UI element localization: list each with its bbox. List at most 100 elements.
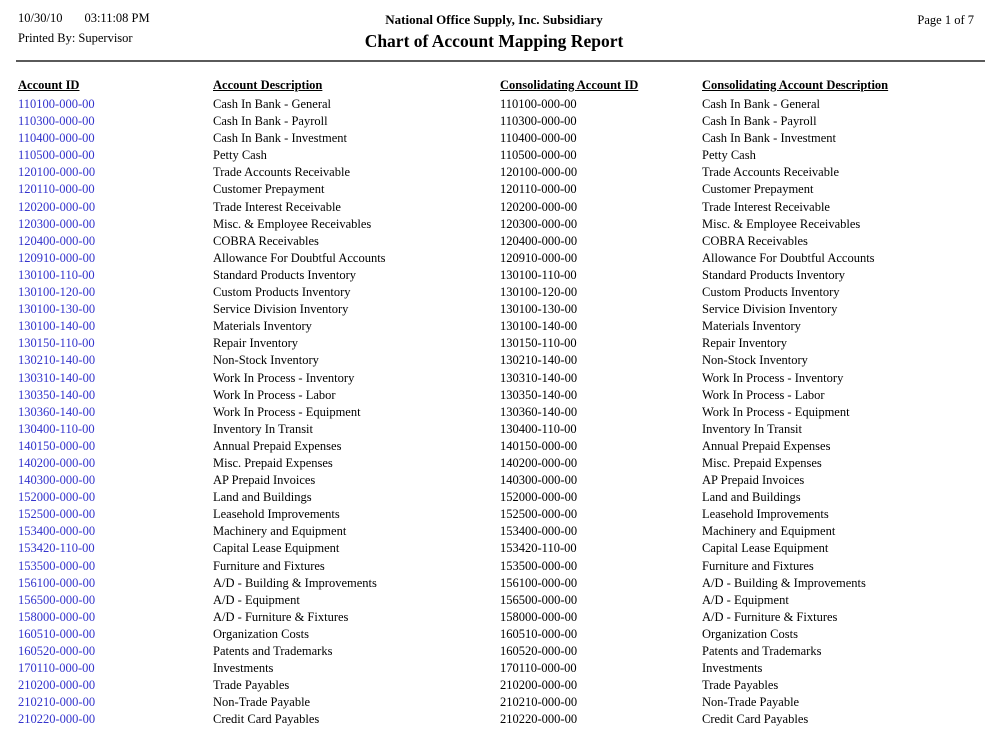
account-description-cell: Work In Process - Inventory: [213, 370, 355, 385]
consolidating-account-description-cell: Work In Process - Labor: [702, 387, 825, 402]
account-id-cell[interactable]: 110300-000-00: [18, 114, 95, 129]
consolidating-account-description-cell: Trade Accounts Receivable: [702, 165, 839, 180]
account-id-cell[interactable]: 156100-000-00: [18, 575, 96, 590]
consolidating-account-description-cell: Petty Cash: [702, 148, 756, 163]
table-row: 130210-140-00 Non-Stock Inventory 130210-1…: [18, 352, 970, 369]
account-description-cell: Allowance For Doubtful Accounts: [213, 250, 386, 265]
account-id-cell[interactable]: 120400-000-00: [18, 233, 96, 248]
account-description-cell: Investments: [213, 661, 274, 676]
account-id-cell[interactable]: 153420-110-00: [18, 541, 95, 556]
consolidating-account-description-cell: Customer Prepayment: [702, 182, 814, 197]
account-id-cell[interactable]: 120910-000-00: [18, 250, 96, 265]
table-body: 110100-000-00 Cash In Bank - General 11010…: [18, 96, 970, 728]
consolidating-account-id-cell: 110500-000-00: [500, 148, 577, 163]
table-row: 153420-110-00 Capital Lease Equipment 1534…: [18, 540, 970, 557]
consolidating-account-id-cell: 130310-140-00: [500, 370, 578, 385]
consolidating-account-id-cell: 130360-140-00: [500, 404, 578, 419]
header-divider: [16, 60, 985, 62]
consolidating-account-description-cell: Misc. Prepaid Expenses: [702, 455, 822, 470]
account-description-cell: Trade Payables: [213, 678, 290, 693]
consolidating-account-description-cell: Credit Card Payables: [702, 712, 809, 727]
table-row: 152500-000-00 Leasehold Improvements 15250…: [18, 506, 970, 523]
consolidating-account-id-cell: 130100-110-00: [500, 267, 577, 282]
consolidating-account-id-cell: 158000-000-00: [500, 609, 578, 624]
col-header-consolidating-account-description: Consolidating Account Description: [702, 78, 889, 92]
account-description-cell: Materials Inventory: [213, 319, 312, 334]
col-header-consolidating-account-id: Consolidating Account ID: [500, 78, 639, 92]
table-header-row: Account ID Account Description Consolida…: [18, 77, 970, 96]
account-id-cell[interactable]: 158000-000-00: [18, 609, 96, 624]
account-id-cell[interactable]: 170110-000-00: [18, 661, 95, 676]
account-id-cell[interactable]: 160520-000-00: [18, 644, 96, 658]
consolidating-account-description-cell: Misc. & Employee Receivables: [702, 216, 861, 231]
account-id-cell[interactable]: 153400-000-00: [18, 524, 96, 539]
account-description-cell: Machinery and Equipment: [213, 524, 347, 539]
consolidating-account-description-cell: Patents and Trademarks: [702, 644, 822, 658]
account-id-cell[interactable]: 152500-000-00: [18, 507, 96, 522]
account-id-cell[interactable]: 130100-140-00: [18, 319, 96, 334]
consolidating-account-id-cell: 140200-000-00: [500, 455, 578, 470]
consolidating-account-id-cell: 152000-000-00: [500, 490, 578, 505]
consolidating-account-description-cell: Standard Products Inventory: [702, 267, 846, 282]
account-description-cell: Work In Process - Equipment: [213, 404, 361, 419]
account-id-cell[interactable]: 152000-000-00: [18, 490, 96, 505]
table-row: 120910-000-00 Allowance For Doubtful Acco…: [18, 250, 970, 267]
account-description-cell: Petty Cash: [213, 148, 267, 163]
consolidating-account-description-cell: Furniture and Fixtures: [702, 558, 814, 573]
account-id-cell[interactable]: 130150-110-00: [18, 336, 95, 351]
account-id-cell[interactable]: 120300-000-00: [18, 216, 96, 231]
account-id-cell[interactable]: 110100-000-00: [18, 97, 95, 111]
account-id-cell[interactable]: 210210-000-00: [18, 695, 96, 710]
account-description-cell: Trade Interest Receivable: [213, 199, 341, 214]
account-id-cell[interactable]: 130310-140-00: [18, 370, 96, 385]
consolidating-account-description-cell: Cash In Bank - Payroll: [702, 114, 817, 129]
consolidating-account-description-cell: Allowance For Doubtful Accounts: [702, 250, 875, 265]
account-description-cell: Furniture and Fixtures: [213, 558, 325, 573]
consolidating-account-description-cell: Service Division Inventory: [702, 302, 838, 317]
table-row: 110300-000-00 Cash In Bank - Payroll 11030…: [18, 113, 970, 130]
account-id-cell[interactable]: 210220-000-00: [18, 712, 96, 727]
consolidating-account-description-cell: Investments: [702, 661, 763, 676]
account-description-cell: Customer Prepayment: [213, 182, 325, 197]
consolidating-account-id-cell: 110400-000-00: [500, 131, 577, 146]
account-description-cell: AP Prepaid Invoices: [213, 473, 316, 488]
account-id-cell[interactable]: 130100-110-00: [18, 267, 95, 282]
account-id-cell[interactable]: 140200-000-00: [18, 455, 96, 470]
consolidating-account-description-cell: Work In Process - Equipment: [702, 404, 850, 419]
account-id-cell[interactable]: 130360-140-00: [18, 404, 96, 419]
account-description-cell: Service Division Inventory: [213, 302, 349, 317]
consolidating-account-description-cell: Custom Products Inventory: [702, 285, 840, 300]
table-row: 120300-000-00 Misc. & Employee Receivable…: [18, 216, 970, 233]
account-description-cell: A/D - Building & Improvements: [213, 575, 377, 590]
account-id-cell[interactable]: 110500-000-00: [18, 148, 95, 163]
account-id-cell[interactable]: 120200-000-00: [18, 199, 96, 214]
table-row: 110500-000-00 Petty Cash 110500-000-00 Pett…: [18, 147, 970, 164]
account-id-cell[interactable]: 140150-000-00: [18, 438, 96, 453]
account-id-cell[interactable]: 130400-110-00: [18, 421, 95, 436]
account-id-cell[interactable]: 130100-130-00: [18, 302, 96, 317]
account-description-cell: Non-Stock Inventory: [213, 353, 319, 368]
account-id-cell[interactable]: 130350-140-00: [18, 387, 96, 402]
table-row: 130400-110-00 Inventory In Transit 130400-…: [18, 421, 970, 438]
account-description-cell: Standard Products Inventory: [213, 267, 357, 282]
consolidating-account-id-cell: 156100-000-00: [500, 575, 578, 590]
account-id-cell[interactable]: 120110-000-00: [18, 182, 95, 197]
consolidating-account-description-cell: Annual Prepaid Expenses: [702, 438, 831, 453]
page-title: Chart of Account Mapping Report: [364, 31, 624, 51]
account-description-cell: Non-Trade Payable: [213, 695, 311, 710]
account-id-cell[interactable]: 210200-000-00: [18, 678, 96, 693]
account-id-cell[interactable]: 160510-000-00: [18, 626, 96, 641]
account-id-cell[interactable]: 120100-000-00: [18, 165, 96, 180]
account-id-cell[interactable]: 130210-140-00: [18, 353, 96, 368]
account-id-cell[interactable]: 156500-000-00: [18, 592, 96, 607]
consolidating-account-id-cell: 130400-110-00: [500, 421, 577, 436]
account-id-cell[interactable]: 130100-120-00: [18, 285, 96, 300]
table-row: 140300-000-00 AP Prepaid Invoices 140300-0…: [18, 472, 970, 489]
consolidating-account-description-cell: A/D - Equipment: [702, 592, 789, 607]
account-id-cell[interactable]: 153500-000-00: [18, 558, 96, 573]
consolidating-account-id-cell: 110100-000-00: [500, 97, 577, 111]
consolidating-account-id-cell: 140150-000-00: [500, 438, 578, 453]
account-id-cell[interactable]: 110400-000-00: [18, 131, 95, 146]
table-row: 110400-000-00 Cash In Bank - Investment 11…: [18, 130, 970, 147]
account-id-cell[interactable]: 140300-000-00: [18, 473, 96, 488]
